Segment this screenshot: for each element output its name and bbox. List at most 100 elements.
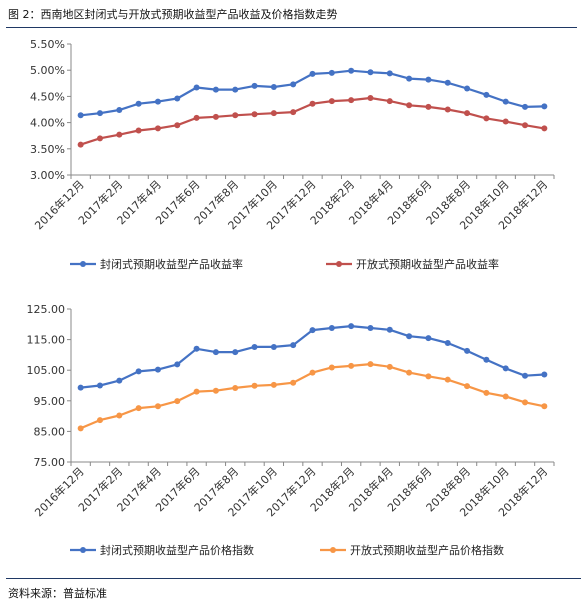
data-point bbox=[77, 384, 84, 391]
data-point bbox=[367, 94, 374, 101]
chart-price-index: 75.00 85.00 95.00 105.00 115.00 125.00 2016年12… bbox=[27, 303, 555, 557]
data-point bbox=[425, 335, 432, 342]
data-point bbox=[502, 393, 509, 400]
y-tick-label: 125.00 bbox=[27, 303, 66, 316]
data-point bbox=[212, 86, 219, 93]
data-point bbox=[251, 343, 258, 350]
data-point bbox=[135, 127, 142, 134]
data-point bbox=[193, 114, 200, 121]
data-point bbox=[154, 366, 161, 373]
data-point bbox=[270, 110, 277, 117]
data-point bbox=[348, 362, 355, 369]
data-point bbox=[483, 356, 490, 363]
y-tick-label: 75.00 bbox=[34, 456, 66, 469]
data-point bbox=[135, 368, 142, 375]
data-point bbox=[309, 327, 316, 334]
data-point bbox=[386, 326, 393, 333]
y-tick-label: 5.00% bbox=[30, 64, 65, 77]
data-point bbox=[425, 373, 432, 380]
data-point bbox=[154, 403, 161, 410]
data-point bbox=[386, 363, 393, 370]
figure-title: 图 2：西南地区封闭式与开放式预期收益型产品收益及价格指数走势 bbox=[8, 6, 577, 28]
legend-marker bbox=[336, 261, 342, 267]
data-point bbox=[386, 98, 393, 105]
legend-marker bbox=[80, 547, 86, 553]
bottom-rule bbox=[6, 578, 581, 579]
data-point bbox=[232, 384, 239, 391]
data-point bbox=[348, 67, 355, 74]
legend-label: 开放式预期收益型产品价格指数 bbox=[350, 543, 504, 557]
data-point bbox=[541, 103, 548, 110]
data-point bbox=[328, 364, 335, 371]
data-point bbox=[232, 349, 239, 356]
data-point bbox=[367, 324, 374, 331]
data-point bbox=[174, 122, 181, 129]
data-point bbox=[425, 103, 432, 110]
data-point bbox=[154, 98, 161, 105]
data-point bbox=[328, 69, 335, 76]
data-point bbox=[406, 102, 413, 109]
data-point bbox=[290, 109, 297, 116]
data-point bbox=[290, 379, 297, 386]
data-point bbox=[406, 75, 413, 82]
data-point bbox=[96, 135, 103, 142]
series-line bbox=[80, 325, 545, 389]
data-point bbox=[251, 111, 258, 118]
y-tick-label: 95.00 bbox=[34, 395, 66, 408]
data-point bbox=[328, 324, 335, 331]
data-point bbox=[174, 361, 181, 368]
data-point bbox=[232, 112, 239, 119]
data-point bbox=[96, 417, 103, 424]
data-point bbox=[77, 141, 84, 148]
data-point bbox=[444, 376, 451, 383]
data-point bbox=[502, 118, 509, 125]
data-point bbox=[232, 86, 239, 93]
data-point bbox=[116, 412, 123, 419]
data-point bbox=[270, 343, 277, 350]
data-point bbox=[135, 405, 142, 412]
data-point bbox=[502, 98, 509, 105]
data-point bbox=[541, 125, 548, 132]
data-point bbox=[193, 84, 200, 91]
data-point bbox=[116, 131, 123, 138]
data-point bbox=[212, 349, 219, 356]
data-point bbox=[212, 113, 219, 120]
data-point bbox=[290, 81, 297, 88]
data-point bbox=[348, 97, 355, 104]
data-point bbox=[309, 369, 316, 376]
data-point bbox=[193, 345, 200, 352]
chart-yield-rate: 3.00%3.50%4.00%4.50%5.00%5.50%2016年12月20… bbox=[30, 38, 555, 271]
data-point bbox=[270, 83, 277, 90]
data-point bbox=[483, 91, 490, 98]
data-point bbox=[154, 125, 161, 132]
data-point bbox=[367, 361, 374, 368]
data-point bbox=[77, 425, 84, 432]
data-point bbox=[77, 112, 84, 119]
x-tick-label: 2016年12月 bbox=[32, 464, 87, 519]
series-line bbox=[80, 69, 545, 117]
y-tick-label: 4.50% bbox=[30, 90, 65, 103]
legend-label: 封闭式预期收益型产品收益率 bbox=[100, 257, 243, 271]
data-point bbox=[270, 381, 277, 388]
legend-marker bbox=[80, 261, 86, 267]
legend-marker bbox=[330, 547, 336, 553]
data-point bbox=[502, 365, 509, 372]
data-point bbox=[541, 371, 548, 378]
data-point bbox=[425, 76, 432, 83]
data-point bbox=[348, 323, 355, 330]
data-point bbox=[464, 85, 471, 92]
data-point bbox=[174, 398, 181, 405]
x-tick-label: 2016年12月 bbox=[32, 177, 87, 232]
data-point bbox=[135, 100, 142, 107]
data-point bbox=[96, 382, 103, 389]
data-point bbox=[464, 110, 471, 117]
legend-label: 开放式预期收益型产品收益率 bbox=[356, 257, 499, 271]
data-point bbox=[386, 70, 393, 77]
data-point bbox=[406, 369, 413, 376]
data-point bbox=[193, 388, 200, 395]
data-point bbox=[406, 333, 413, 340]
data-point bbox=[522, 372, 529, 379]
data-point bbox=[464, 347, 471, 354]
source-note: 资料来源：普益标准 bbox=[8, 587, 107, 600]
